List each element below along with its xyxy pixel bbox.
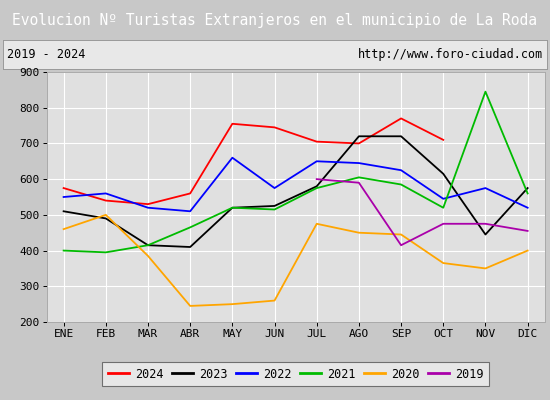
- Text: http://www.foro-ciudad.com: http://www.foro-ciudad.com: [358, 48, 543, 61]
- Text: 2019 - 2024: 2019 - 2024: [7, 48, 85, 61]
- Legend: 2024, 2023, 2022, 2021, 2020, 2019: 2024, 2023, 2022, 2021, 2020, 2019: [102, 362, 489, 386]
- Text: Evolucion Nº Turistas Extranjeros en el municipio de La Roda: Evolucion Nº Turistas Extranjeros en el …: [13, 12, 537, 28]
